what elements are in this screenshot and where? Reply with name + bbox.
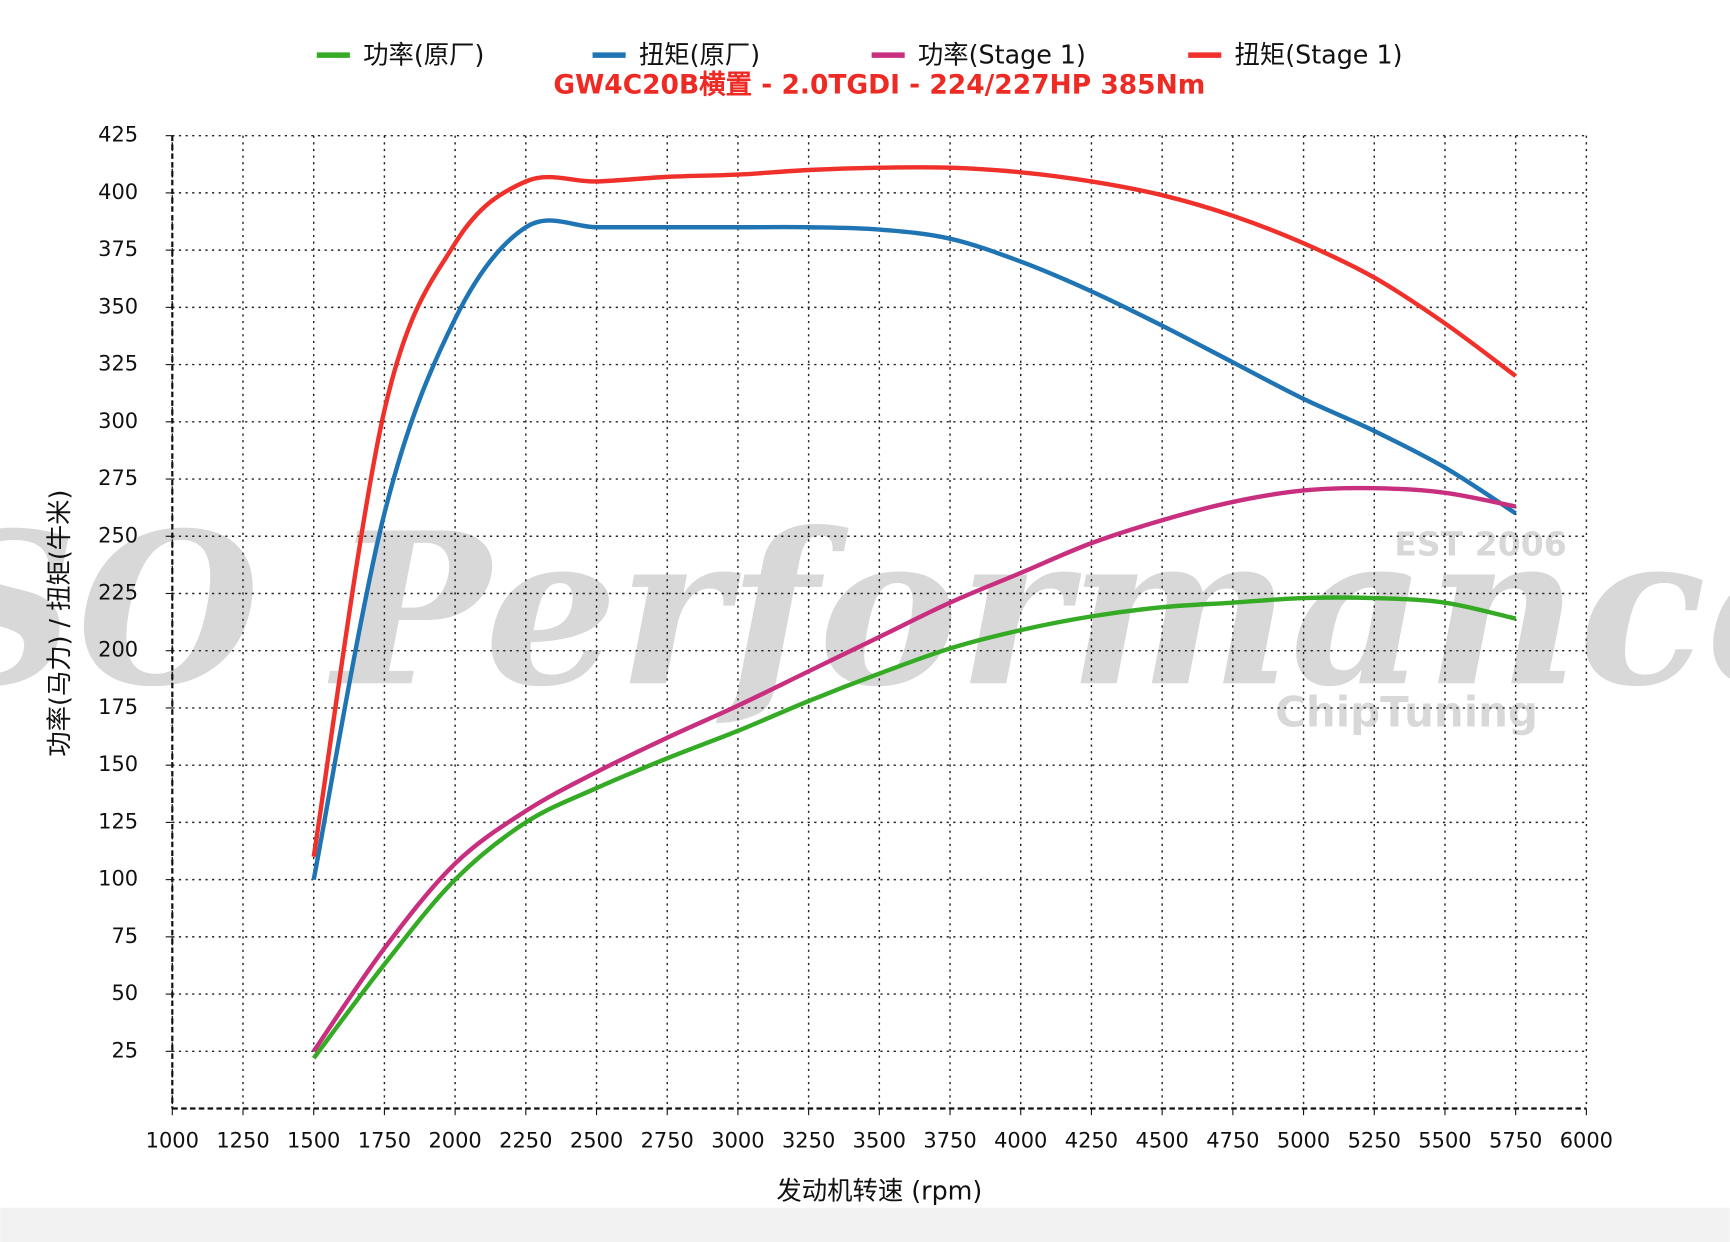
legend-label: 功率(原厂) — [363, 39, 484, 69]
y-tick-label: 325 — [98, 352, 138, 376]
x-tick-label: 3500 — [853, 1129, 906, 1153]
grid — [171, 134, 1588, 1109]
y-tick-label: 125 — [98, 809, 138, 833]
watermark-est: EST 2006 — [1394, 524, 1567, 563]
y-tick-label: 50 — [111, 981, 138, 1005]
y-tick-label: 375 — [98, 237, 138, 261]
x-tick-label: 4500 — [1136, 1129, 1189, 1153]
x-tick-label: 3250 — [782, 1129, 835, 1153]
y-tick-label: 350 — [98, 294, 138, 318]
x-tick-label: 5000 — [1277, 1129, 1330, 1153]
legend-label: 扭矩(原厂) — [639, 39, 760, 69]
footer-band — [0, 1207, 1730, 1242]
y-tick-label: 100 — [98, 867, 138, 891]
x-tick-label: 4750 — [1206, 1129, 1259, 1153]
y-tick-label: 400 — [98, 180, 138, 204]
y-tick-label: 175 — [98, 695, 138, 719]
line-series — [311, 218, 1517, 881]
x-tick-label: 5750 — [1489, 1129, 1542, 1153]
y-tick-label: 425 — [98, 123, 138, 147]
watermark-tagline: ChipTuning — [1275, 687, 1538, 736]
x-tick-label: 1000 — [146, 1129, 199, 1153]
y-axis-label: 功率(马力) / 扭矩(牛米) — [44, 490, 74, 757]
x-tick-label: 5500 — [1418, 1129, 1471, 1153]
y-tick-label: 300 — [98, 409, 138, 433]
x-tick-label: 1250 — [216, 1129, 269, 1153]
y-tick-label: 275 — [98, 466, 138, 490]
y-tick-label: 25 — [111, 1038, 138, 1062]
watermark-brand: SO Performance — [0, 487, 1730, 733]
y-tick-label: 250 — [98, 523, 138, 547]
y-tick-label: 75 — [111, 924, 138, 948]
x-tick-label: 3750 — [923, 1129, 976, 1153]
watermark: SO Performance EST 2006 ChipTuning — [0, 487, 1730, 736]
x-tick-label: 3000 — [711, 1129, 764, 1153]
x-tick-label: 1750 — [358, 1129, 411, 1153]
line-series — [311, 595, 1517, 1060]
x-tick-label: 1500 — [287, 1129, 340, 1153]
y-tick-label: 200 — [98, 638, 138, 662]
y-tick-label: 150 — [98, 752, 138, 776]
x-axis-label: 发动机转速 (rpm) — [776, 1175, 982, 1205]
chart-title: GW4C20B横置 - 2.0TGDI - 224/227HP 385Nm — [553, 70, 1205, 101]
x-tick-label: 6000 — [1560, 1129, 1613, 1153]
x-tick-label: 2500 — [570, 1129, 623, 1153]
legend-label: 功率(Stage 1) — [918, 39, 1086, 69]
legend-label: 扭矩(Stage 1) — [1235, 39, 1403, 69]
line-series — [311, 165, 1517, 858]
y-tick-label: 225 — [98, 580, 138, 604]
x-tick-label: 4000 — [994, 1129, 1047, 1153]
x-tick-label: 2000 — [428, 1129, 481, 1153]
x-tick-label: 2750 — [641, 1129, 694, 1153]
x-tick-label: 4250 — [1065, 1129, 1118, 1153]
line-series — [311, 485, 1517, 1053]
x-tick-label: 5250 — [1348, 1129, 1401, 1153]
x-tick-label: 2250 — [499, 1129, 552, 1153]
